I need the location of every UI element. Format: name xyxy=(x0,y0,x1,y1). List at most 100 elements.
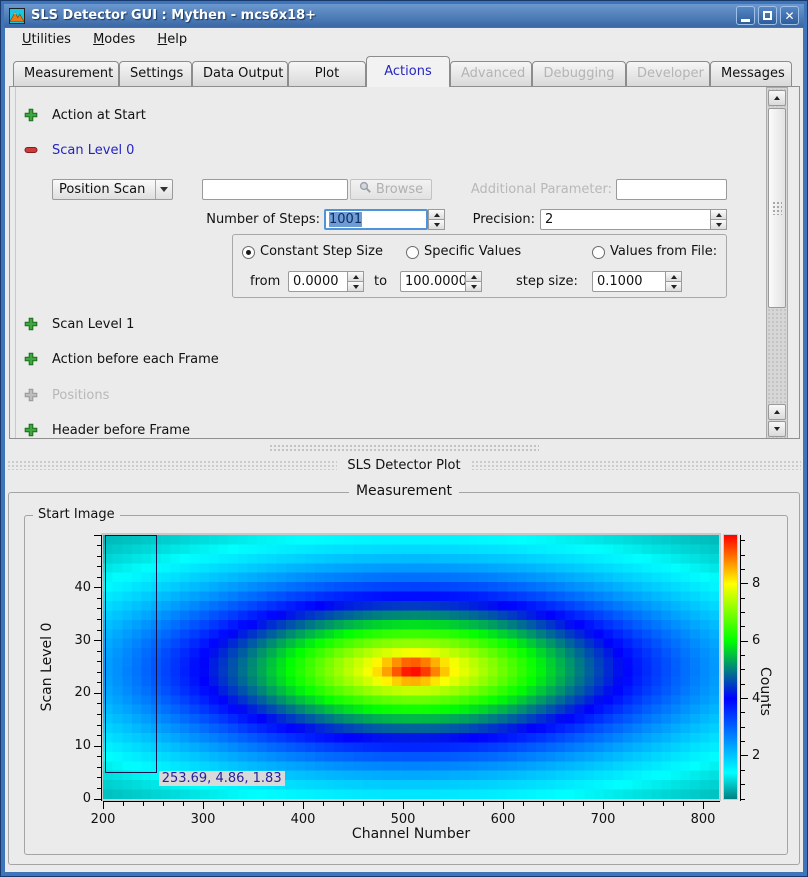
precision-label: Precision: xyxy=(472,212,535,227)
specific-values-label[interactable]: Specific Values xyxy=(424,244,522,259)
scroll-up-button-bottom[interactable] xyxy=(768,404,786,420)
browse-button-label: Browse xyxy=(375,182,424,197)
number-of-steps-spinbox[interactable]: 1001 xyxy=(324,209,445,230)
scrollbar-thumb[interactable] xyxy=(768,108,786,308)
up-arrow-icon xyxy=(774,410,780,414)
splitter-handle[interactable] xyxy=(5,444,803,452)
additional-parameter-label: Additional Parameter: xyxy=(470,182,612,197)
menu-help[interactable]: Help xyxy=(157,32,188,47)
down-arrow-icon[interactable] xyxy=(347,282,364,292)
from-spinbox[interactable]: 0.0000 xyxy=(288,271,364,292)
close-icon: ✕ xyxy=(784,8,795,23)
scan-level-1-label[interactable]: Scan Level 1 xyxy=(52,317,135,332)
tab-measurement[interactable]: Measurement xyxy=(13,61,119,86)
maximize-button[interactable] xyxy=(758,6,777,25)
specific-values-radio[interactable] xyxy=(406,246,419,259)
constant-step-size-radio[interactable] xyxy=(242,246,255,259)
x-axis-spine xyxy=(103,801,720,802)
additional-parameter-input[interactable] xyxy=(616,179,727,200)
zoom-selection-rect[interactable] xyxy=(105,535,157,774)
tab-settings[interactable]: Settings xyxy=(119,61,192,86)
menu-utilities[interactable]: Utilities xyxy=(22,32,71,47)
tab-actions[interactable]: Actions xyxy=(366,56,450,87)
plus-icon[interactable] xyxy=(24,108,38,122)
plus-icon[interactable] xyxy=(24,317,38,331)
up-arrow-icon[interactable] xyxy=(428,209,445,220)
browse-button: Browse xyxy=(350,179,432,200)
scan-script-input[interactable] xyxy=(202,179,348,200)
app-icon xyxy=(9,7,25,24)
precision-spinbox[interactable]: 2 xyxy=(540,209,727,230)
to-label: to xyxy=(374,274,388,289)
minus-icon[interactable] xyxy=(24,143,38,157)
down-arrow-icon[interactable] xyxy=(665,282,682,292)
down-arrow-icon xyxy=(774,427,780,431)
from-label: from xyxy=(250,274,281,289)
tab-debugging: Debugging xyxy=(532,61,626,86)
title-bar[interactable]: SLS Detector GUI : Mythen - mcs6x18+ ✕ xyxy=(4,4,804,27)
tab-bar: Measurement Settings Data Output Plot Ac… xyxy=(13,56,795,87)
scroll-up-button[interactable] xyxy=(768,90,786,106)
tab-advanced: Advanced xyxy=(450,61,532,86)
vertical-scrollbar[interactable] xyxy=(766,87,788,438)
scroll-frame-border xyxy=(15,87,16,438)
close-button[interactable]: ✕ xyxy=(780,6,799,25)
measurement-group-title: Measurement xyxy=(348,483,460,499)
step-mode-groupbox xyxy=(232,234,727,298)
down-arrow-icon[interactable] xyxy=(465,282,482,292)
up-arrow-icon[interactable] xyxy=(710,209,727,220)
precision-value[interactable]: 2 xyxy=(540,209,710,230)
heatmap-canvas[interactable] xyxy=(103,535,719,799)
step-size-label: step size: xyxy=(516,274,578,289)
tab-data-output[interactable]: Data Output xyxy=(192,61,288,86)
tab-developer: Developer xyxy=(626,61,710,86)
menu-bar: Utilities Modes Help xyxy=(5,28,803,52)
dock-texture xyxy=(7,460,338,470)
up-arrow-icon[interactable] xyxy=(665,271,682,282)
heatmap-plot: Scan Level 0 0 10 20 30 40 200 300 400 500 600 70… xyxy=(25,516,787,854)
menu-modes[interactable]: Modes xyxy=(93,32,136,47)
to-value[interactable]: 100.0000 xyxy=(400,271,465,292)
start-image-groupbox: Start Image Scan Level 0 0 10 20 30 40 200 30… xyxy=(24,507,788,855)
scan-mode-value: Position Scan xyxy=(59,182,146,197)
window-content: Utilities Modes Help Measurement Setting… xyxy=(5,28,803,872)
step-size-value[interactable]: 0.1000 xyxy=(592,271,665,292)
to-spinbox[interactable]: 100.0000 xyxy=(400,271,482,292)
scan-mode-select[interactable]: Position Scan xyxy=(52,179,173,200)
tab-plot[interactable]: Plot xyxy=(288,61,366,86)
scroll-down-button[interactable] xyxy=(768,421,786,437)
header-before-frame-label[interactable]: Header before Frame xyxy=(52,423,190,438)
scan-level-0-label[interactable]: Scan Level 0 xyxy=(52,143,135,158)
plot-dock-titlebar[interactable]: SLS Detector Plot xyxy=(7,456,802,474)
actions-panel: Action at Start Scan Level 0 Position Sc… xyxy=(9,86,800,439)
maximize-icon xyxy=(763,11,772,20)
x-axis-title: Channel Number xyxy=(351,826,471,842)
constant-step-size-label[interactable]: Constant Step Size xyxy=(260,244,383,259)
values-from-file-label[interactable]: Values from File: xyxy=(610,244,718,259)
minimize-button[interactable] xyxy=(736,6,755,25)
plus-icon[interactable] xyxy=(24,423,38,437)
plus-icon[interactable] xyxy=(24,352,38,366)
splitter-grip-icon xyxy=(269,444,539,452)
action-at-start-label[interactable]: Action at Start xyxy=(52,108,146,123)
number-of-steps-value[interactable]: 1001 xyxy=(329,212,363,227)
values-from-file-radio[interactable] xyxy=(592,246,605,259)
down-arrow-icon[interactable] xyxy=(710,220,727,230)
up-arrow-icon xyxy=(774,96,780,100)
step-size-spinbox[interactable]: 0.1000 xyxy=(592,271,682,292)
tab-messages[interactable]: Messages xyxy=(710,61,792,86)
window-title: SLS Detector GUI : Mythen - mcs6x18+ xyxy=(31,8,317,23)
action-before-frame-label[interactable]: Action before each Frame xyxy=(52,352,219,367)
colorbar-title: Counts xyxy=(757,667,773,716)
up-arrow-icon[interactable] xyxy=(465,271,482,282)
down-arrow-icon[interactable] xyxy=(428,220,445,230)
y-axis-spine xyxy=(101,535,102,801)
start-image-group-title: Start Image xyxy=(33,507,120,522)
up-arrow-icon[interactable] xyxy=(347,271,364,282)
from-value[interactable]: 0.0000 xyxy=(288,271,347,292)
plus-icon-disabled xyxy=(24,388,38,402)
dock-texture xyxy=(470,460,802,470)
magnifier-icon xyxy=(359,181,372,198)
chevron-down-icon[interactable] xyxy=(155,180,172,199)
